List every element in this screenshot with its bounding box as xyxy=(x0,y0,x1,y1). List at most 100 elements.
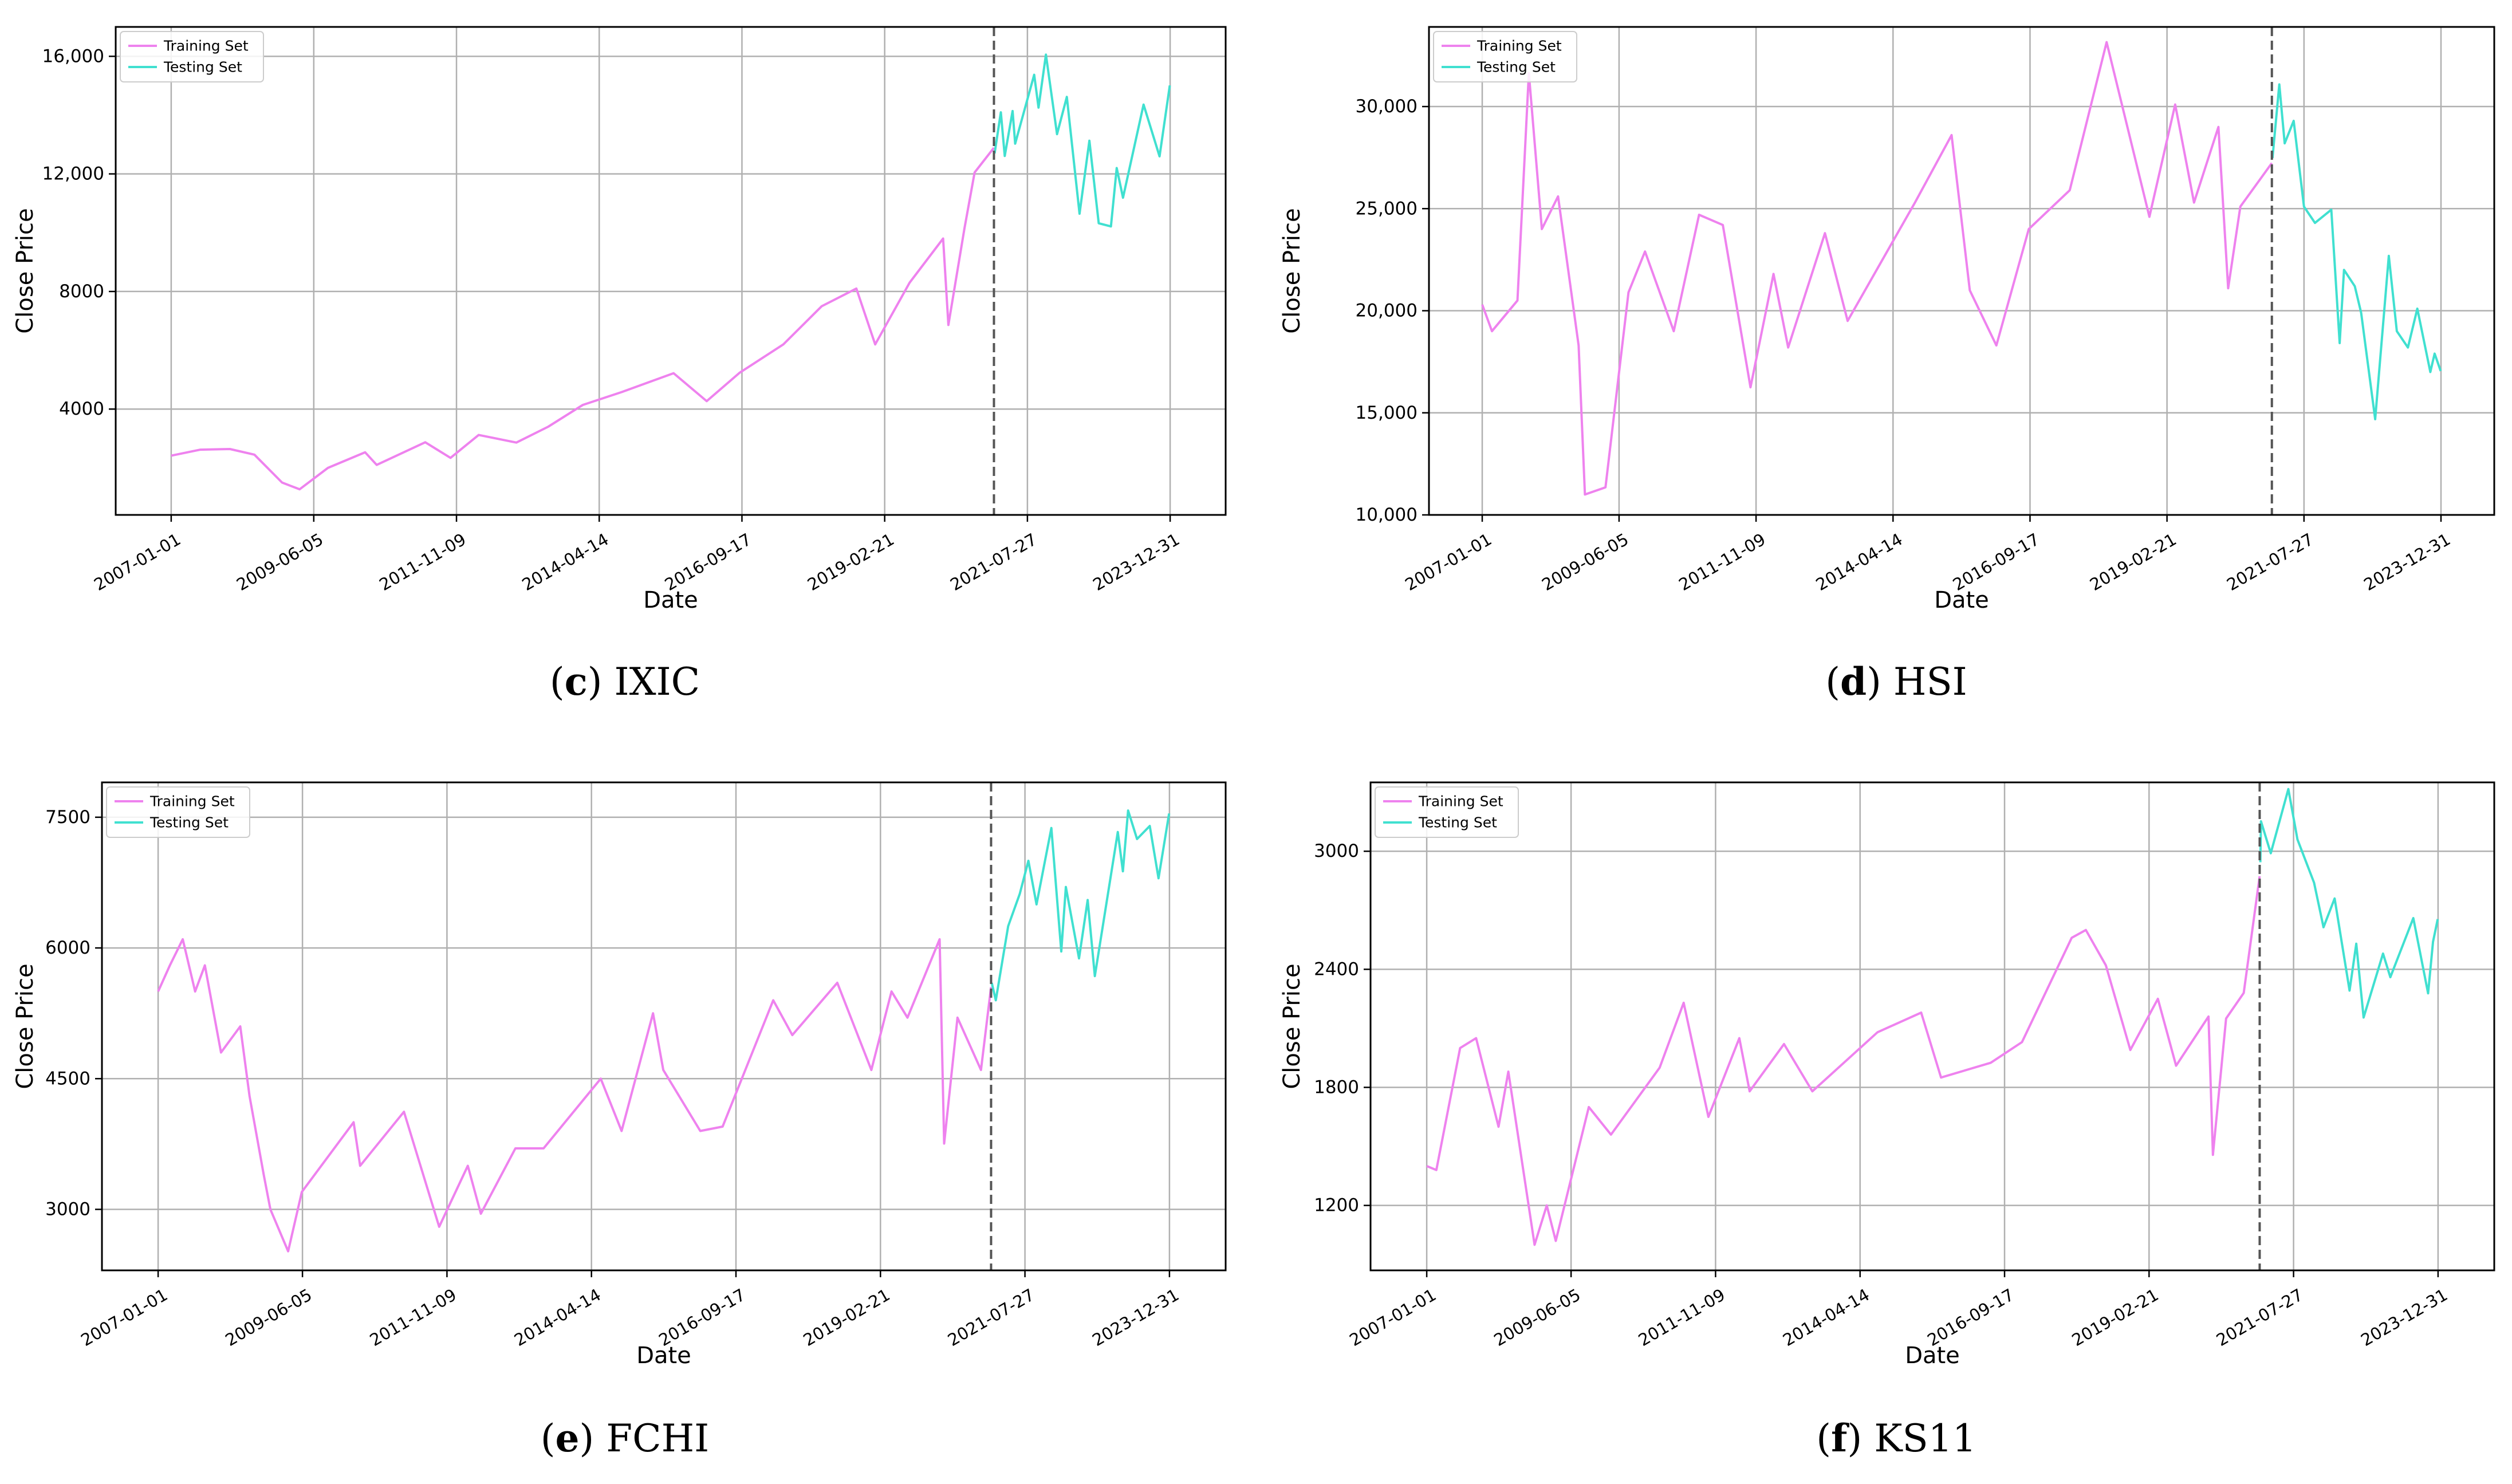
legend-label-testing: Testing Set xyxy=(163,59,242,76)
y-tick-label: 3000 xyxy=(1314,841,1359,861)
x-tick-label: 2011-11-09 xyxy=(376,529,469,595)
y-tick-label: 1800 xyxy=(1314,1077,1359,1098)
y-tick-label: 15,000 xyxy=(1356,403,1418,423)
y-tick-label: 16,000 xyxy=(42,46,104,66)
caption-close-paren: ) xyxy=(1867,660,1893,704)
plot-frame xyxy=(115,26,1227,516)
x-tick-label: 2021-07-27 xyxy=(2223,529,2317,595)
x-tick-label: 2019-02-21 xyxy=(2086,529,2180,595)
testing-series-line xyxy=(2271,83,2442,420)
y-axis-label: Close Price xyxy=(12,208,38,333)
legend-label-testing: Testing Set xyxy=(1418,814,1497,831)
testing-series-line xyxy=(990,809,1171,1002)
x-tick-label: 2007-01-01 xyxy=(90,529,184,595)
x-tick-label: 2007-01-01 xyxy=(77,1285,171,1350)
caption-open-paren: ( xyxy=(1825,660,1840,704)
caption-open-paren: ( xyxy=(541,1416,556,1461)
x-tick-label: 2009-06-05 xyxy=(233,529,326,595)
x-tick-label: 2019-02-21 xyxy=(2069,1285,2162,1350)
x-tick-label: 2014-04-14 xyxy=(519,529,612,595)
y-axis-label: Close Price xyxy=(12,963,38,1089)
x-tick-label: 2021-07-27 xyxy=(947,529,1040,595)
plot-frame xyxy=(1369,781,2495,1272)
y-tick-label: 30,000 xyxy=(1356,96,1418,117)
y-tick-label: 7500 xyxy=(45,807,90,828)
x-axis-label: Date xyxy=(1905,1343,1960,1369)
caption-letter: f xyxy=(1831,1416,1849,1461)
x-tick-label: 2016-09-17 xyxy=(655,1285,749,1350)
legend-label-training: Training Set xyxy=(1418,793,1503,810)
x-tick-label: 2023-12-31 xyxy=(2357,1285,2451,1350)
legend: Training Set Testing Set xyxy=(120,31,264,82)
y-tick-label: 25,000 xyxy=(1356,198,1418,219)
panel-caption: (d) HSI xyxy=(1825,659,1967,704)
caption-name: FCHI xyxy=(606,1416,709,1461)
legend-label-testing: Testing Set xyxy=(1477,59,1556,76)
legend: Training Set Testing Set xyxy=(1433,31,1577,82)
x-tick-label: 2009-06-05 xyxy=(1490,1285,1584,1350)
x-tick-label: 2023-12-31 xyxy=(1089,529,1183,595)
legend-label-testing: Testing Set xyxy=(149,814,229,831)
y-axis-label: Close Price xyxy=(1279,963,1305,1089)
plot-frame xyxy=(1428,26,2495,516)
panel-caption: (e) FCHI xyxy=(541,1416,709,1461)
y-tick-label: 2400 xyxy=(1314,959,1359,979)
caption-letter: c xyxy=(565,659,588,704)
y-tick-label: 12,000 xyxy=(42,164,104,184)
x-tick-label: 2011-11-09 xyxy=(1635,1285,1729,1350)
y-tick-label: 3000 xyxy=(45,1199,90,1220)
legend-box xyxy=(120,31,264,82)
x-tick-label: 2009-06-05 xyxy=(1538,529,1632,595)
chart-fchi: 2007-01-01 2009-06-05 2011-11-09 2014-04-14… xyxy=(12,781,1227,1369)
y-axis-label: Close Price xyxy=(1279,208,1305,333)
training-series-line xyxy=(157,938,993,1253)
x-tick-label: 2016-09-17 xyxy=(1924,1285,2017,1350)
plot-frame xyxy=(101,781,1227,1272)
legend-label-training: Training Set xyxy=(163,38,249,54)
legend-label-training: Training Set xyxy=(1477,38,1562,54)
legend-box xyxy=(106,786,250,838)
panel-caption: (c) IXIC xyxy=(550,659,700,704)
panel-caption: (f) KS11 xyxy=(1816,1416,1976,1461)
x-axis-label: Date xyxy=(1934,587,1989,613)
y-tick-label: 8000 xyxy=(59,281,104,302)
y-tick-label: 1200 xyxy=(1314,1195,1359,1216)
legend-box xyxy=(1433,31,1577,82)
x-tick-label: 2016-09-17 xyxy=(662,529,755,595)
legend-box xyxy=(1375,786,1519,838)
chart-hsi: 2007-01-01 2009-06-05 2011-11-09 2014-04-14… xyxy=(1279,26,2495,613)
x-tick-label: 2019-02-21 xyxy=(800,1285,893,1350)
x-tick-label: 2023-12-31 xyxy=(1089,1285,1182,1350)
caption-open-paren: ( xyxy=(550,660,565,704)
y-tick-label: 4000 xyxy=(59,399,104,419)
caption-letter: d xyxy=(1840,659,1867,704)
caption-close-paren: ) xyxy=(1847,1416,1874,1461)
x-tick-label: 2007-01-01 xyxy=(1346,1285,1439,1350)
x-tick-label: 2021-07-27 xyxy=(2213,1285,2306,1350)
x-axis-label: Date xyxy=(636,1343,691,1369)
x-tick-label: 2019-02-21 xyxy=(804,529,897,595)
x-tick-label: 2014-04-14 xyxy=(511,1285,604,1350)
training-series-line xyxy=(1481,41,2273,496)
x-tick-label: 2023-12-31 xyxy=(2360,529,2454,595)
legend: Training Set Testing Set xyxy=(1375,786,1519,838)
testing-series-line xyxy=(993,53,1171,228)
caption-name: KS11 xyxy=(1874,1416,1976,1461)
x-tick-label: 2009-06-05 xyxy=(222,1285,315,1350)
caption-open-paren: ( xyxy=(1816,1416,1831,1461)
y-tick-label: 10,000 xyxy=(1356,505,1418,525)
x-tick-label: 2016-09-17 xyxy=(1950,529,2043,595)
x-tick-label: 2021-07-27 xyxy=(944,1285,1038,1350)
caption-close-paren: ) xyxy=(588,660,615,704)
caption-letter: e xyxy=(556,1416,580,1461)
x-axis-label: Date xyxy=(643,587,698,613)
training-series-line xyxy=(1426,876,2261,1246)
x-tick-label: 2014-04-14 xyxy=(1779,1285,1873,1350)
chart-ks11: 2007-01-01 2009-06-05 2011-11-09 2014-04-14… xyxy=(1279,781,2495,1369)
legend: Training Set Testing Set xyxy=(106,786,250,838)
testing-series-line xyxy=(2259,788,2439,1019)
caption-name: IXIC xyxy=(615,660,700,704)
caption-name: HSI xyxy=(1893,660,1967,704)
legend-label-training: Training Set xyxy=(149,793,235,810)
